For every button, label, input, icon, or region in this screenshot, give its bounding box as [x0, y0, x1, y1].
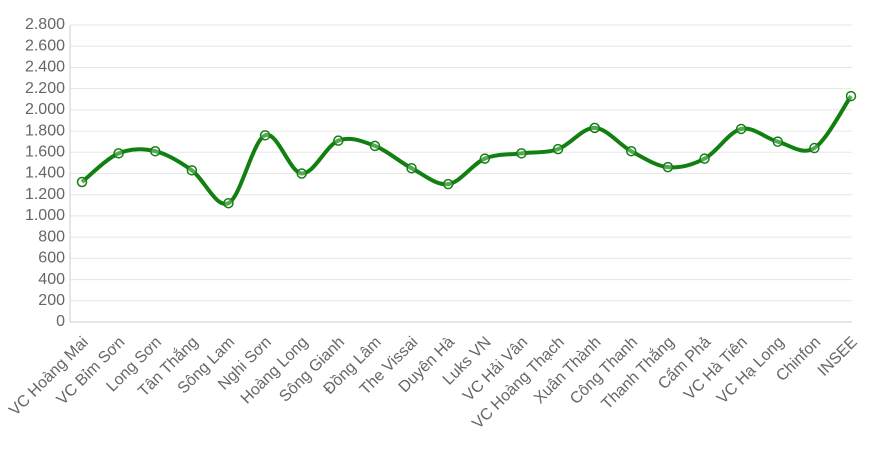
y-tick-label: 200 [38, 292, 65, 309]
point [552, 143, 564, 155]
y-tick-label: 2.400 [25, 59, 65, 76]
y-tick-label: 1.400 [25, 165, 65, 182]
point [259, 130, 271, 141]
point [333, 135, 344, 146]
point [149, 145, 161, 157]
point [662, 161, 674, 173]
y-tick-label: 1.000 [25, 207, 65, 224]
y-tick-label: 1.200 [25, 186, 65, 203]
point [76, 176, 88, 188]
point [699, 153, 710, 164]
point [735, 123, 747, 135]
y-tick-label: 600 [38, 250, 65, 267]
y-tick-label: 2.200 [25, 80, 65, 97]
y-tick-label: 2.000 [25, 101, 65, 118]
point [589, 122, 600, 134]
x-tick-label: INSEE [815, 334, 861, 380]
point [113, 148, 124, 159]
y-tick-label: 1.600 [25, 144, 65, 161]
point [772, 136, 784, 147]
y-tick-label: 2.800 [25, 16, 65, 33]
point [223, 197, 234, 209]
y-tick-label: 400 [38, 271, 65, 288]
point [186, 165, 198, 176]
point [626, 145, 637, 157]
point [406, 162, 417, 174]
point [296, 168, 307, 179]
line [80, 94, 853, 206]
y-tick-label: 1.800 [25, 122, 65, 139]
point [369, 140, 381, 152]
point [442, 178, 454, 190]
point [809, 142, 820, 154]
point [516, 148, 527, 159]
point [479, 153, 491, 164]
y-tick-label: 800 [38, 228, 65, 245]
point [845, 90, 857, 102]
y-tick-label: 0 [56, 313, 65, 330]
y-tick-label: 2.600 [25, 37, 65, 54]
